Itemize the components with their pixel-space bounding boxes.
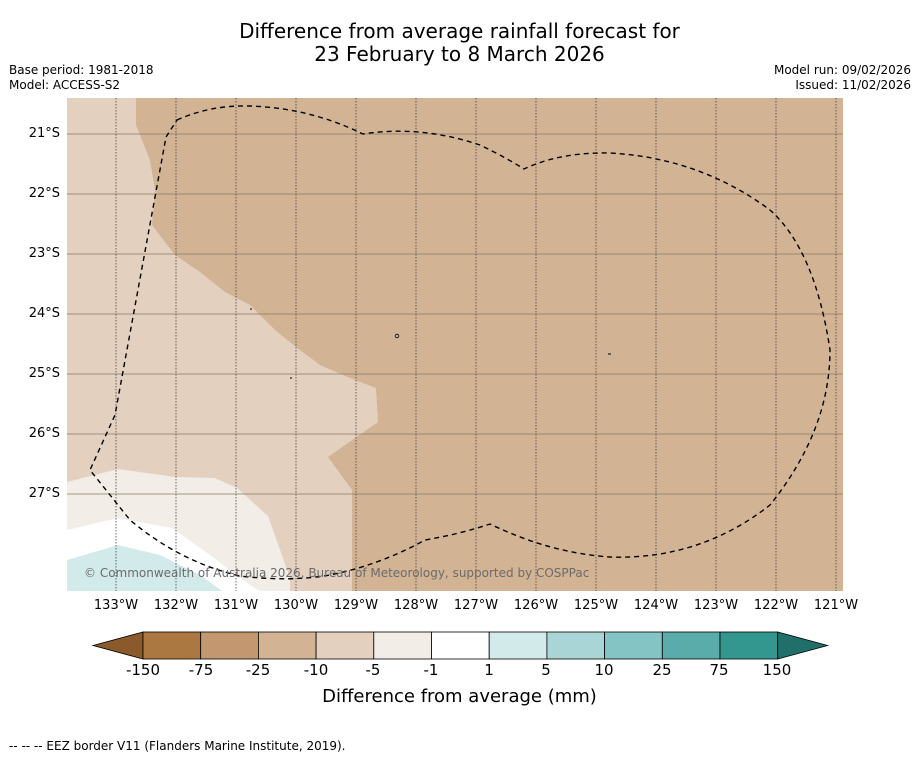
colorbar-tick-label: 10 — [594, 661, 614, 679]
colorbar-tick-label: -5 — [365, 661, 381, 679]
latitude-label: 26°S — [28, 426, 60, 441]
model-name: Model: ACCESS-S2 — [9, 78, 121, 92]
eez-border — [89, 105, 831, 580]
longitude-label: 128°W — [393, 598, 439, 613]
copyright-notice: © Commonwealth of Australia 2026, Bureau… — [84, 566, 590, 580]
longitude-label: 133°W — [93, 598, 139, 613]
longitude-label: 125°W — [573, 598, 619, 613]
colorbar-label: Difference from average (mm) — [322, 686, 597, 707]
colorbar-tick-label: -10 — [303, 661, 329, 679]
colorbar-tick-label: -1 — [423, 661, 439, 679]
model-run: Model run: 09/02/2026 — [773, 63, 911, 77]
colorbar-tick-label: -150 — [125, 661, 161, 679]
latitude-label: 21°S — [28, 126, 60, 141]
latitude-label: 22°S — [28, 186, 60, 201]
latitude-label: 25°S — [28, 366, 60, 381]
longitude-label: 129°W — [333, 598, 379, 613]
colorbar-tick-label: 75 — [709, 661, 729, 679]
colorbar-tick-label: 1 — [484, 661, 494, 679]
latitude-label: 24°S — [28, 306, 60, 321]
longitude-label: 131°W — [213, 598, 259, 613]
island-marker — [394, 333, 400, 339]
title-line-2: 23 February to 8 March 2026 — [314, 42, 605, 66]
colorbar-tick-label: 5 — [541, 661, 551, 679]
latitude-gridlines — [67, 133, 843, 495]
longitude-label: 127°W — [453, 598, 499, 613]
longitude-label: 122°W — [753, 598, 799, 613]
colorbar-tick-label: 150 — [762, 661, 792, 679]
longitude-label: 121°W — [813, 598, 859, 613]
region-1-to-5 — [67, 545, 222, 591]
colorbar-tick-label: -25 — [245, 661, 271, 679]
region-minus-10-to-minus-5 — [67, 98, 378, 591]
longitude-label: 126°W — [513, 598, 559, 613]
base-period: Base period: 1981-2018 — [9, 63, 154, 77]
colorbar-tick-label: -75 — [188, 661, 214, 679]
longitude-gridlines — [115, 98, 837, 591]
colorbar-tick-label: 25 — [652, 661, 672, 679]
longitude-label: 132°W — [153, 598, 199, 613]
issued-date: Issued: 11/02/2026 — [795, 78, 911, 92]
longitude-label: 123°W — [693, 598, 739, 613]
latitude-label: 23°S — [28, 246, 60, 261]
longitude-label: 124°W — [633, 598, 679, 613]
eez-legend-note: -- -- -- EEZ border V11 (Flanders Marine… — [9, 739, 346, 753]
title-line-1: Difference from average rainfall forecas… — [239, 19, 680, 43]
longitude-label: 130°W — [273, 598, 319, 613]
latitude-label: 27°S — [28, 486, 60, 501]
